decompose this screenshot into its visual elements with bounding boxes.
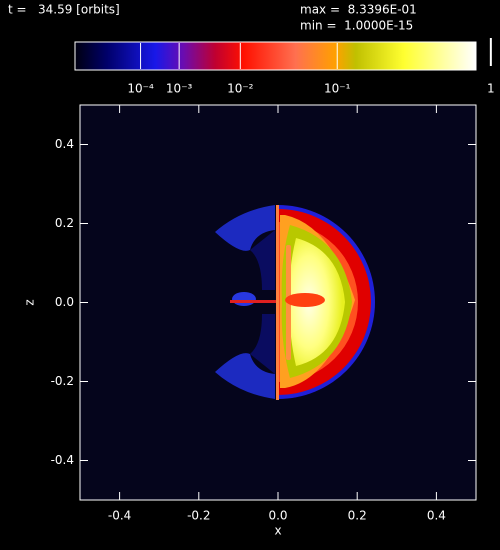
time-label: t = 34.59 [orbits] <box>8 3 120 17</box>
y-axis-label: z <box>23 299 37 305</box>
x-tick-label: 0.4 <box>427 509 446 523</box>
colorbar-tick-label: 10⁻³ <box>166 82 193 96</box>
min-label: min = 1.0000E-15 <box>300 19 413 33</box>
y-tick-label: 0.0 <box>55 295 74 309</box>
y-tick-label: 0.2 <box>55 216 74 230</box>
colorbar-tick-label: 1 <box>487 82 495 96</box>
x-tick-label: 0.0 <box>268 509 287 523</box>
density-image <box>215 205 375 400</box>
colorbar-tick-label: 10⁻² <box>227 82 254 96</box>
y-tick-label: -0.2 <box>51 374 74 388</box>
y-tick-label: -0.4 <box>51 453 74 467</box>
colorbar-tick-label: 10⁻⁴ <box>127 82 154 96</box>
x-tick-label: -0.2 <box>187 509 210 523</box>
y-tick-label: 0.4 <box>55 137 74 151</box>
colorbar-tick-label: 10⁻¹ <box>324 82 351 96</box>
max-label: max = 8.3396E-01 <box>300 3 417 17</box>
x-tick-label: 0.2 <box>348 509 367 523</box>
x-tick-label: -0.4 <box>108 509 131 523</box>
x-axis-label: x <box>274 524 281 538</box>
colorbar <box>74 41 477 71</box>
